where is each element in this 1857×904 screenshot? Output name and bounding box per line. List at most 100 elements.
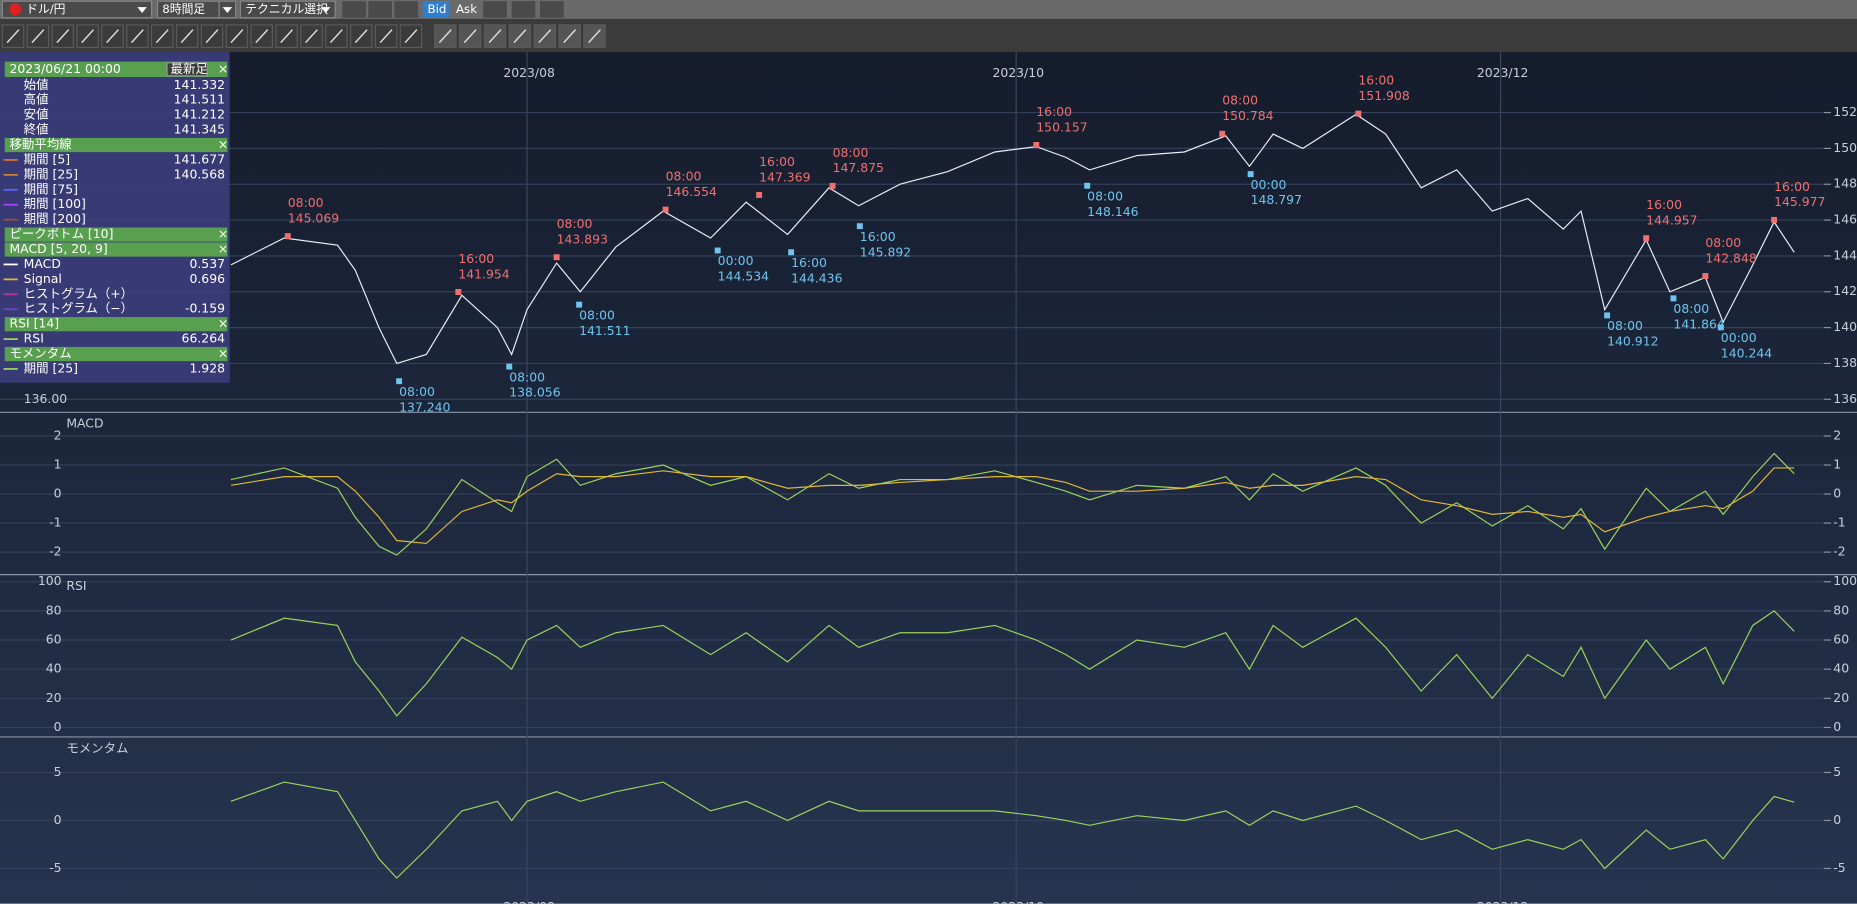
- y-tick-label-left: -1: [49, 515, 61, 530]
- y-tick-label-left: 136.00: [24, 391, 68, 406]
- annotation-time: 08:00: [1222, 93, 1258, 108]
- y-tick-label: 142.00: [1833, 283, 1857, 298]
- tool-icon: [155, 29, 169, 44]
- annotation-price: 150.784: [1222, 108, 1273, 123]
- series-line: [230, 781, 1795, 879]
- series-line: [230, 452, 1795, 556]
- row-label: 期間 [25]: [24, 166, 78, 181]
- close-button[interactable]: ×: [218, 226, 228, 241]
- row-value: 1.928: [189, 360, 225, 375]
- y-tick-label: 146.00: [1833, 212, 1857, 227]
- annotation-price: 144.436: [791, 270, 842, 285]
- tool-icon: [205, 29, 219, 44]
- annotation-time: 00:00: [718, 253, 754, 268]
- annotation-time: 16:00: [791, 255, 827, 270]
- annotation-time: 08:00: [557, 216, 593, 231]
- y-tick-label-left: 20: [46, 690, 62, 705]
- latest-label: 最新足: [171, 61, 208, 76]
- tool-icon: [180, 29, 194, 44]
- info-button[interactable]: [368, 1, 393, 18]
- peak-bottom-marker: [1771, 216, 1778, 223]
- annotation-time: 16:00: [1358, 73, 1394, 88]
- pane-title: モメンタム: [66, 740, 128, 755]
- ask-label: Ask: [456, 2, 477, 16]
- peak-bottom-marker: [1604, 312, 1611, 319]
- section-header-bg: [4, 227, 228, 242]
- x-label-top: 2023/12: [1477, 65, 1529, 80]
- annotation-time: 08:00: [579, 307, 615, 322]
- draw-button[interactable]: [342, 1, 366, 18]
- symbol-select[interactable]: [1, 0, 153, 19]
- annotation-price: 137.240: [399, 399, 450, 414]
- section-header-bg: [4, 137, 228, 153]
- section-title: モメンタム: [9, 346, 71, 361]
- close-button[interactable]: ×: [218, 241, 228, 256]
- peak-bottom-marker: [1670, 295, 1677, 302]
- annotation-price: 150.157: [1036, 119, 1087, 134]
- series-line: [230, 467, 1795, 545]
- annotation-price: 140.912: [1607, 334, 1658, 349]
- peak-bottom-marker: [506, 363, 513, 370]
- row-label: 期間 [100]: [24, 196, 86, 211]
- annotation-price: 145.892: [860, 244, 911, 259]
- series-line: [230, 610, 1795, 717]
- row-value: 0.537: [189, 256, 225, 271]
- y-tick-label: 5: [1833, 764, 1841, 779]
- section-title: 移動平均線: [9, 137, 72, 152]
- close-button[interactable]: ×: [218, 137, 228, 152]
- x-label-top: 2023/08: [503, 65, 555, 80]
- tool-icon: [488, 29, 502, 44]
- x-label-bottom: 2023/12: [1477, 899, 1529, 904]
- y-tick-label-left: 60: [46, 632, 62, 647]
- latest-button[interactable]: [166, 62, 208, 77]
- tool-icon: [404, 29, 418, 44]
- y-tick-label: 2: [1833, 428, 1841, 443]
- pane-title: RSI: [66, 578, 86, 593]
- y-tick-label: 136.00: [1833, 391, 1857, 406]
- series-line: [230, 113, 1795, 365]
- chart-type-button[interactable]: [394, 1, 419, 18]
- bid-button[interactable]: [422, 1, 449, 18]
- ohlc-label: 安値: [24, 107, 49, 122]
- y-tick-label-left: 2: [54, 428, 62, 443]
- auto-button[interactable]: [483, 1, 507, 18]
- annotation-time: 08:00: [1607, 318, 1643, 333]
- peak-bottom-marker: [662, 206, 669, 213]
- peak-bottom-marker: [455, 289, 462, 295]
- annotation-time: 16:00: [860, 229, 896, 244]
- y-tick-label: 0: [1833, 719, 1841, 734]
- tool-icon: [305, 29, 318, 44]
- y-tick-label-left: -2: [49, 544, 61, 559]
- close-button[interactable]: ×: [218, 316, 228, 331]
- tool-icon: [230, 29, 244, 44]
- technical-select[interactable]: [239, 0, 336, 19]
- zoom-in-button[interactable]: [540, 1, 564, 18]
- section-header-bg: [4, 346, 228, 362]
- x-label-bottom: 2023/10: [992, 899, 1044, 904]
- zoom-out-button[interactable]: [511, 1, 536, 18]
- tool-icon: [538, 29, 552, 44]
- row-label: MACD: [24, 256, 61, 271]
- y-tick-label: 40: [1833, 661, 1849, 676]
- y-tick-label-left: 5: [54, 764, 62, 779]
- tool-icon: [56, 29, 70, 44]
- annotation-time: 00:00: [1721, 330, 1757, 345]
- section-title: MACD [5, 20, 9]: [9, 241, 107, 256]
- ohlc-value: 141.212: [174, 107, 225, 122]
- ohlc-value: 141.332: [174, 77, 225, 92]
- ohlc-value: 141.345: [174, 122, 225, 137]
- y-tick-label-left: 100: [38, 573, 62, 588]
- annotation-time: 08:00: [1673, 301, 1709, 316]
- annotation-price: 143.893: [557, 232, 608, 247]
- y-tick-label-left: 40: [46, 661, 62, 676]
- tool-icon: [379, 29, 393, 44]
- y-tick-label-left: 0: [54, 812, 62, 827]
- tool-icon: [438, 29, 452, 44]
- ohlc-label: 終値: [24, 122, 49, 137]
- x-label-bottom: 2023/08: [503, 899, 555, 904]
- close-button[interactable]: ×: [218, 346, 228, 361]
- technical: テクニカル選択: [245, 2, 328, 16]
- close-button[interactable]: ×: [218, 61, 228, 76]
